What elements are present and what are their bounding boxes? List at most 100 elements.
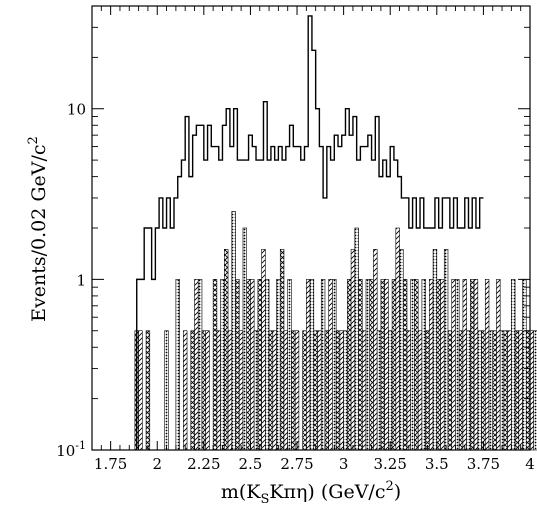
background-bar [511,279,516,451]
x-tick-label: 1.75 [94,455,127,473]
background-bar [224,249,229,451]
background-bar [220,279,225,451]
background-bar [484,279,490,451]
background-bar [421,279,426,451]
background-bar [238,330,244,451]
background-bar [205,330,210,451]
background-bar [261,249,266,451]
background-bar [425,330,430,451]
background-bar [507,330,512,451]
background-bar [190,330,195,451]
background-bar [183,330,188,451]
background-bar [294,330,300,451]
background-bar [242,227,248,451]
background-bar [272,330,277,451]
y-tick-label: 10 [67,101,86,119]
background-bar [212,279,218,451]
background-bar [350,249,356,451]
x-tick-label: 4 [525,455,535,473]
background-bar [436,279,441,451]
background-bar [164,330,169,451]
background-bar [440,279,445,451]
background-bar [201,330,207,451]
x-tick-label: 2.5 [238,455,262,473]
background-bar [302,330,307,451]
background-bar [429,279,434,451]
x-tick-label: 2.25 [187,455,220,473]
background-bar [458,330,464,451]
background-histogram [134,211,537,451]
background-bar [332,279,337,451]
background-bar [503,330,508,451]
background-bar [384,279,389,451]
background-bar [246,279,251,451]
background-bar [499,330,505,451]
background-bar [309,279,315,451]
background-bar [313,330,318,451]
x-tick-label: 2.75 [280,455,313,473]
background-bar [279,249,285,451]
y-axis-title: Events/0.02 GeV/c2 [26,136,50,322]
background-bar [358,279,363,451]
background-bar [522,279,527,451]
background-bar [462,279,467,451]
background-bar [414,279,419,451]
background-bar [324,330,330,451]
background-bar [477,330,482,451]
background-bar [470,279,475,451]
y-axis-ticks: 10-1 1 10 [56,5,530,460]
background-bar [328,279,333,451]
background-bar [514,330,520,451]
background-bar [276,279,281,451]
background-bar [231,211,236,451]
y-tick-label: 10-1 [56,439,86,460]
background-bar [388,330,393,451]
background-bar [373,249,378,451]
data-histogram [136,15,484,450]
background-bar [391,279,397,451]
background-bar [410,279,415,451]
x-tick-label: 3 [339,455,349,473]
background-bar [432,249,438,451]
background-bar [395,227,400,451]
x-axis-ticks: 1.75 2 2.25 2.5 2.75 3 3.25 3.5 3.75 4 [94,6,535,473]
background-bar [235,279,240,451]
background-bar [380,279,385,451]
background-bar [194,279,199,451]
background-bar [451,279,456,451]
x-tick-label: 2 [152,455,162,473]
background-bar [265,279,270,451]
background-bar [216,330,221,451]
background-bar [253,330,259,451]
background-bar [343,330,348,451]
background-bar [402,279,408,451]
background-bar [417,330,423,451]
plot-frame [91,5,531,451]
background-bar [473,279,479,451]
background-bar [443,249,449,451]
background-bar [138,330,143,451]
background-bar [455,279,460,451]
background-bar [376,330,382,451]
background-bar [306,279,311,451]
background-bar [365,279,371,451]
x-tick-label: 3.5 [425,455,449,473]
background-bar [518,330,523,451]
background-bar [488,330,494,451]
x-tick-label: 3.75 [467,455,500,473]
background-bar [335,330,341,451]
background-bar [361,330,367,451]
background-bar [492,330,497,451]
background-bar [257,279,262,451]
background-bar [496,279,501,451]
background-bar [227,330,233,451]
background-bar [339,330,344,451]
background-bar [283,330,289,451]
background-bar [347,279,352,451]
background-bar [533,330,537,451]
background-bar [320,279,326,451]
x-axis-title: m(KSKπη) (GeV/c2) [221,479,401,507]
background-bar [406,330,412,451]
y-tick-label: 1 [76,271,86,289]
